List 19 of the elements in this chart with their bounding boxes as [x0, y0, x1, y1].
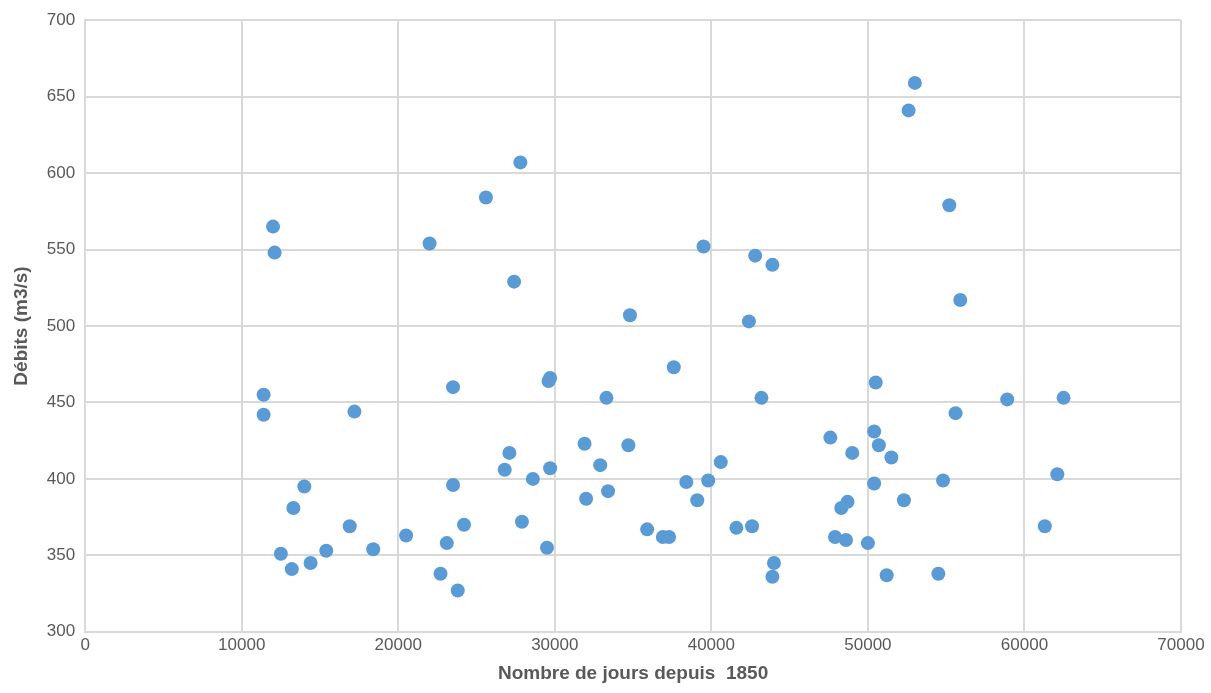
y-tick-label: 400 [46, 468, 76, 488]
x-tick-label: 30000 [531, 634, 579, 654]
y-tick-label: 300 [46, 621, 76, 641]
x-tick-label: 10000 [218, 634, 266, 654]
y-tick-label: 500 [46, 315, 76, 335]
y-tick-label: 550 [46, 239, 76, 259]
x-tick-label: 60000 [1000, 634, 1049, 654]
y-tick-label: 350 [46, 545, 76, 565]
y-tick-label: 700 [46, 9, 76, 29]
x-tick-label: 40000 [687, 634, 735, 654]
x-tick-label: 50000 [844, 634, 892, 654]
y-tick-label: 600 [46, 162, 76, 182]
y-axis-title: Débits (m3/s) [9, 266, 31, 386]
x-tick-label: 70000 [1157, 634, 1205, 654]
y-tick-label: 650 [46, 86, 76, 106]
x-tick-label: 20000 [374, 634, 422, 654]
y-tick-label: 450 [46, 392, 76, 412]
x-tick-label: 0 [80, 634, 90, 654]
x-axis-title: Nombre de jours depuis 1850 [497, 661, 769, 683]
